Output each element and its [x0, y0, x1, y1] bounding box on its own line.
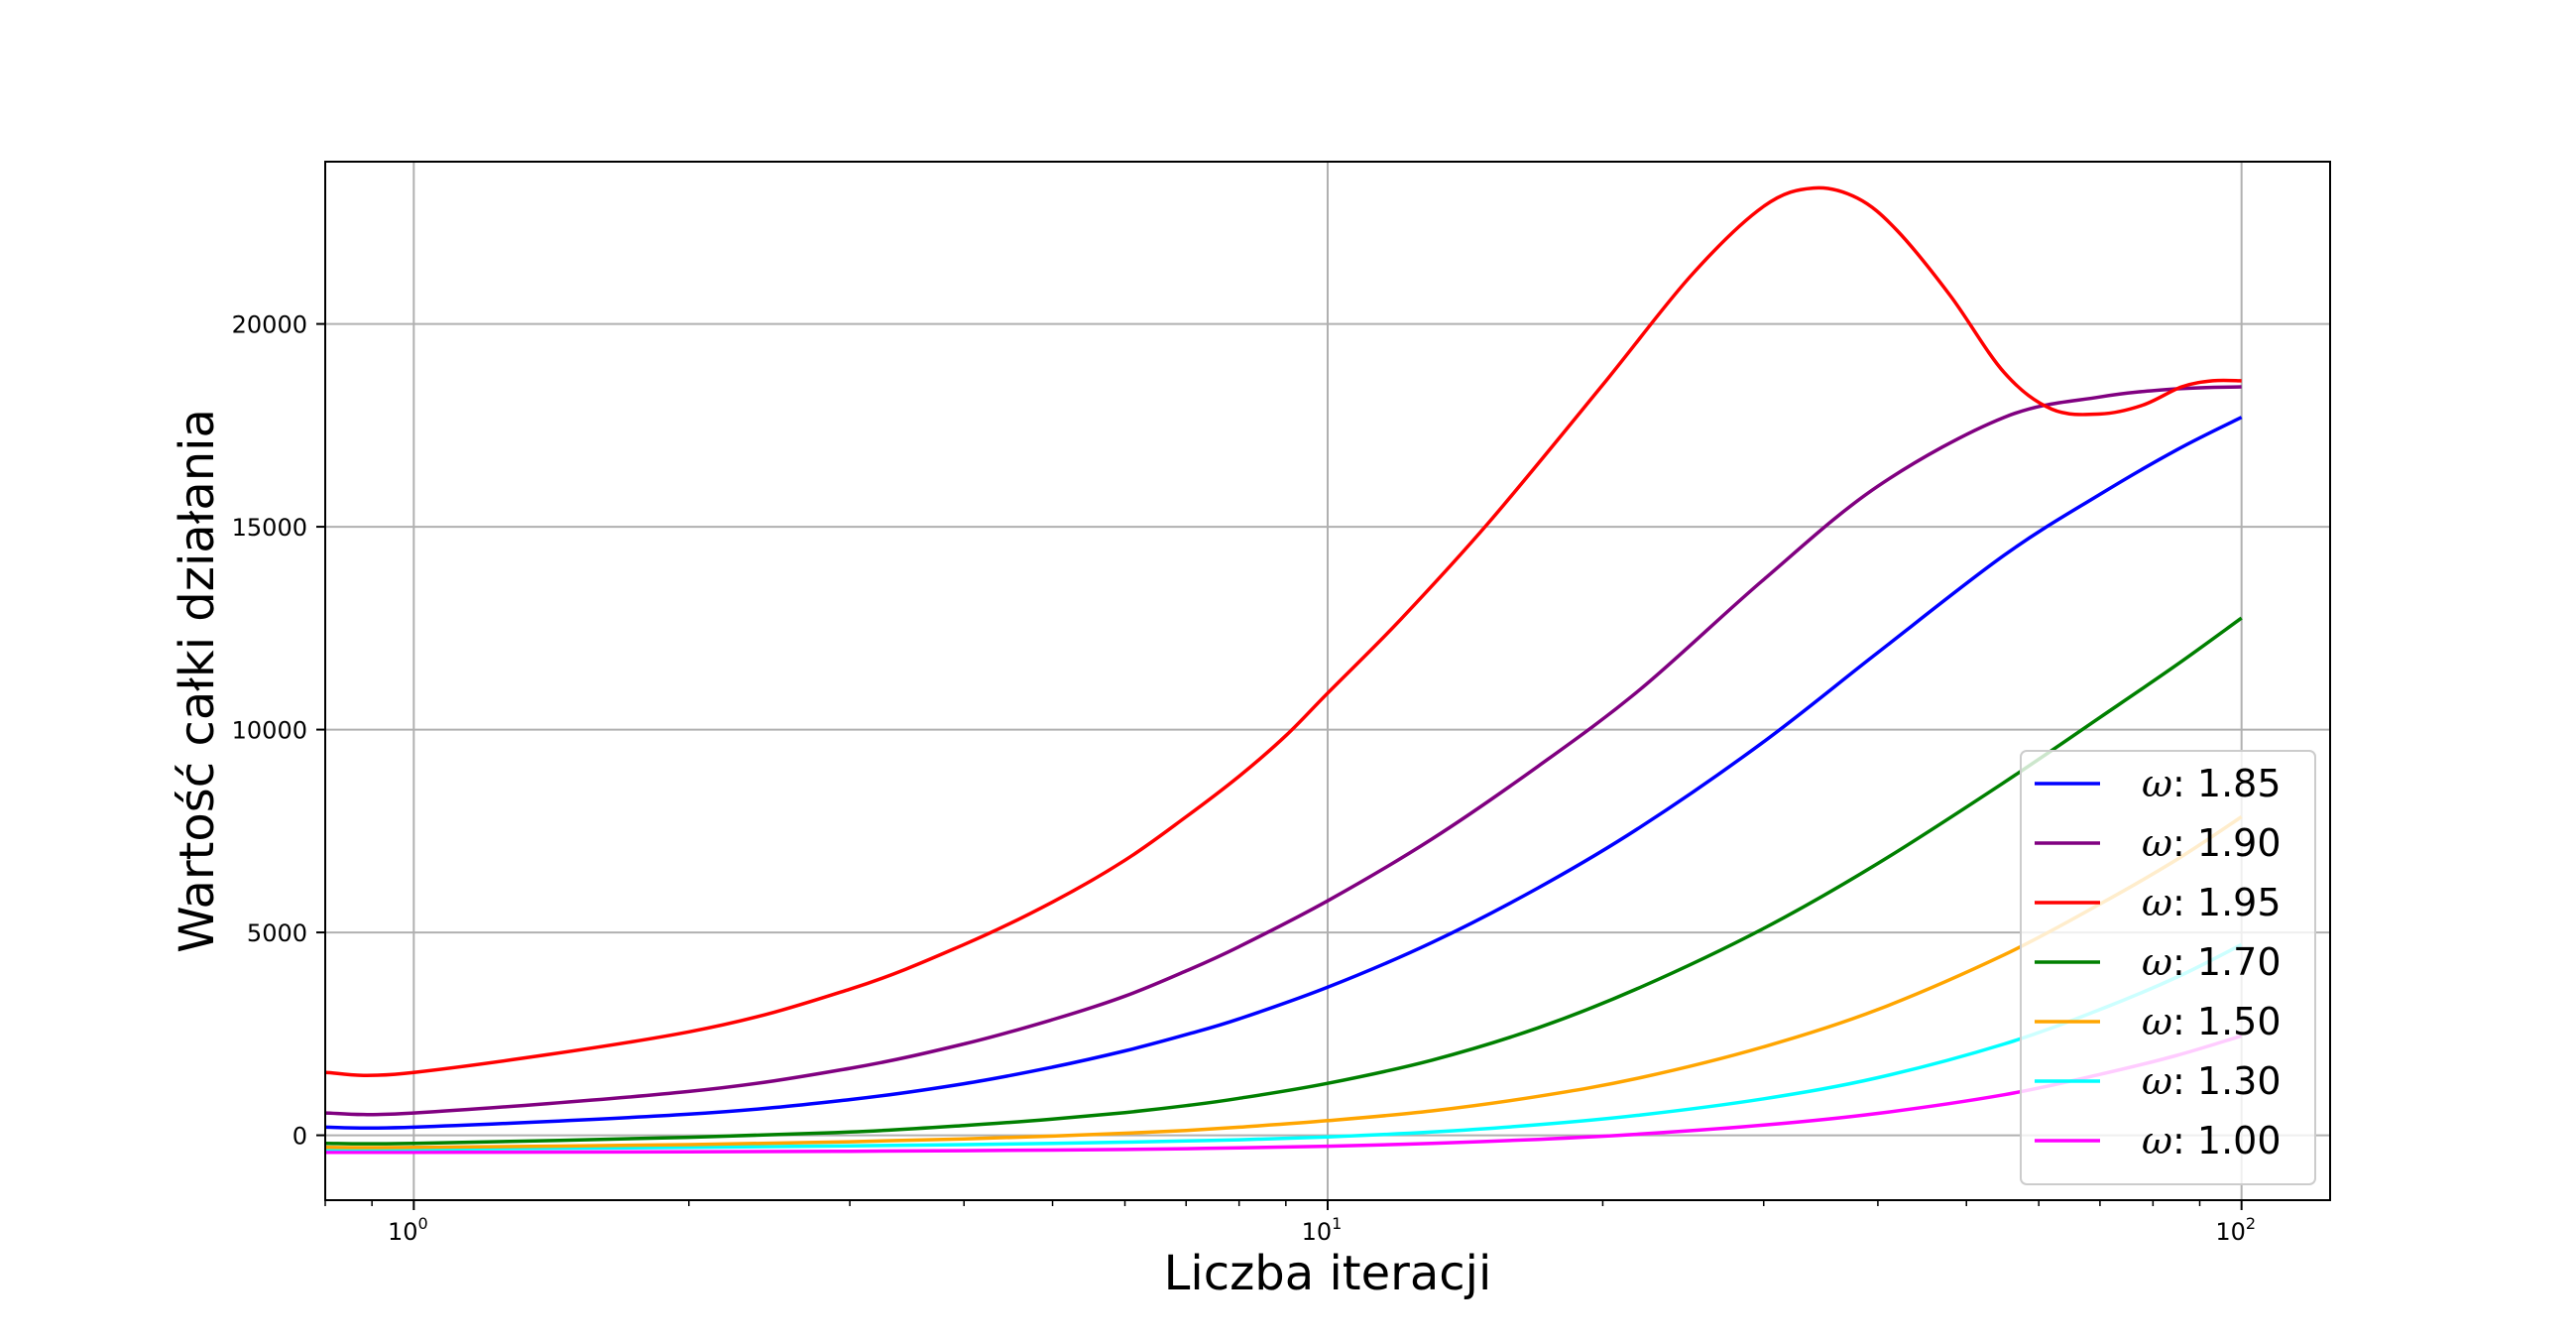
- y-tick-label: 10000: [232, 717, 307, 745]
- x-tick-exponent: 1: [1332, 1214, 1342, 1233]
- x-tick-exponent: 2: [2246, 1214, 2256, 1233]
- series-line-1-70: [324, 616, 2243, 1146]
- legend-colon: :: [2172, 762, 2197, 805]
- legend-value: 1.85: [2197, 762, 2282, 805]
- legend-colon: :: [2172, 881, 2197, 924]
- legend-colon: :: [2172, 1000, 2197, 1043]
- legend-label: ω: 1.90: [2142, 821, 2282, 865]
- series-line-1-30: [324, 942, 2243, 1152]
- x-tick-label: 101: [1302, 1214, 1343, 1246]
- omega-symbol: ω: [2142, 940, 2172, 984]
- series-line-1-95: [324, 185, 2242, 1077]
- legend-value: 1.70: [2197, 940, 2282, 984]
- omega-symbol: ω: [2142, 762, 2172, 805]
- series-line-1-00: [324, 1034, 2243, 1155]
- legend-value: 1.50: [2197, 1000, 2282, 1043]
- legend-value: 1.95: [2197, 881, 2282, 924]
- y-tick-label: 20000: [232, 311, 307, 339]
- legend-entry: ω: 1.30: [2035, 1059, 2282, 1103]
- legend-label: ω: 1.70: [2142, 940, 2282, 984]
- legend-value: 1.90: [2197, 821, 2282, 865]
- x-tick-base: 10: [388, 1218, 418, 1246]
- legend-entry: ω: 1.90: [2035, 821, 2282, 865]
- legend-entry: ω: 1.50: [2035, 1000, 2282, 1043]
- legend-colon: :: [2172, 940, 2197, 984]
- legend-box: [2020, 750, 2316, 1185]
- legend-entry: ω: 1.00: [2035, 1119, 2282, 1162]
- legend-value: 1.00: [2197, 1119, 2282, 1162]
- legend-value: 1.30: [2197, 1059, 2282, 1103]
- legend-entry: ω: 1.85: [2035, 762, 2282, 805]
- omega-symbol: ω: [2142, 1119, 2172, 1162]
- series-line-1-85: [324, 416, 2243, 1131]
- x-tick-label: 100: [388, 1214, 428, 1246]
- series-layer: [324, 185, 2243, 1155]
- omega-symbol: ω: [2142, 1059, 2172, 1103]
- omega-symbol: ω: [2142, 881, 2172, 924]
- x-tick-base: 10: [1302, 1218, 1333, 1246]
- x-axis-title: Liczba iteracji: [1164, 1246, 1492, 1301]
- omega-symbol: ω: [2142, 1000, 2172, 1043]
- x-tick-exponent: 0: [417, 1214, 427, 1233]
- legend: ω: 1.85ω: 1.90ω: 1.95ω: 1.70ω: 1.50ω: 1.…: [2020, 750, 2316, 1185]
- legend-entry: ω: 1.70: [2035, 940, 2282, 984]
- legend-entry: ω: 1.95: [2035, 881, 2282, 924]
- legend-colon: :: [2172, 821, 2197, 865]
- y-tick-label: 15000: [232, 514, 307, 542]
- series-line-1-50: [324, 815, 2243, 1150]
- y-axis-title: Wartość całki działania: [170, 409, 225, 953]
- series-line-1-90: [324, 385, 2242, 1117]
- x-tick-label: 102: [2215, 1214, 2256, 1246]
- legend-colon: :: [2172, 1059, 2197, 1103]
- legend-label: ω: 1.50: [2142, 1000, 2282, 1043]
- grid: [325, 162, 2330, 1200]
- x-tick-base: 10: [2215, 1218, 2246, 1246]
- y-tick-label: 0: [293, 1123, 307, 1151]
- y-tick-label: 5000: [247, 919, 307, 947]
- legend-label: ω: 1.95: [2142, 881, 2282, 924]
- legend-label: ω: 1.00: [2142, 1119, 2282, 1162]
- omega-symbol: ω: [2142, 821, 2172, 865]
- legend-colon: :: [2172, 1119, 2197, 1162]
- legend-label: ω: 1.85: [2142, 762, 2282, 805]
- legend-label: ω: 1.30: [2142, 1059, 2282, 1103]
